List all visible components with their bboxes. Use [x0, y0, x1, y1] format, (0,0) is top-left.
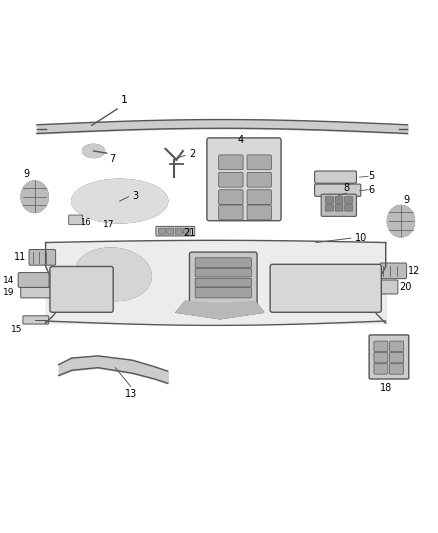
- Text: 1: 1: [120, 95, 127, 105]
- FancyBboxPatch shape: [219, 155, 243, 169]
- FancyBboxPatch shape: [159, 228, 166, 234]
- FancyBboxPatch shape: [325, 197, 333, 203]
- Ellipse shape: [388, 205, 414, 237]
- Text: 17: 17: [103, 220, 115, 229]
- Text: 21: 21: [183, 228, 195, 238]
- FancyBboxPatch shape: [321, 194, 357, 216]
- Text: 6: 6: [368, 185, 374, 195]
- FancyBboxPatch shape: [190, 252, 257, 313]
- Text: 2: 2: [190, 149, 196, 159]
- FancyBboxPatch shape: [335, 205, 343, 211]
- FancyBboxPatch shape: [335, 197, 343, 203]
- FancyBboxPatch shape: [247, 172, 272, 187]
- Text: 16: 16: [80, 218, 90, 227]
- FancyBboxPatch shape: [156, 227, 195, 236]
- FancyBboxPatch shape: [18, 272, 49, 287]
- FancyBboxPatch shape: [219, 190, 243, 205]
- FancyBboxPatch shape: [219, 172, 243, 187]
- FancyBboxPatch shape: [23, 316, 49, 324]
- FancyBboxPatch shape: [390, 364, 403, 374]
- Text: 19: 19: [3, 288, 14, 297]
- FancyBboxPatch shape: [247, 190, 272, 205]
- FancyBboxPatch shape: [369, 335, 409, 379]
- FancyBboxPatch shape: [390, 341, 403, 352]
- FancyBboxPatch shape: [345, 197, 353, 203]
- Text: 20: 20: [399, 282, 412, 292]
- Ellipse shape: [72, 179, 168, 223]
- FancyBboxPatch shape: [195, 268, 251, 277]
- FancyBboxPatch shape: [325, 205, 333, 211]
- Text: 18: 18: [380, 383, 392, 393]
- Text: 13: 13: [124, 390, 137, 399]
- Text: 10: 10: [355, 233, 367, 243]
- Text: 3: 3: [133, 191, 139, 201]
- FancyBboxPatch shape: [365, 280, 398, 294]
- FancyBboxPatch shape: [21, 287, 55, 298]
- FancyBboxPatch shape: [247, 155, 272, 169]
- Text: 9: 9: [403, 196, 409, 205]
- FancyBboxPatch shape: [374, 341, 388, 352]
- Text: 8: 8: [343, 183, 350, 193]
- FancyBboxPatch shape: [167, 228, 174, 234]
- Ellipse shape: [83, 144, 104, 157]
- FancyBboxPatch shape: [390, 352, 403, 363]
- FancyBboxPatch shape: [195, 258, 251, 268]
- Text: 5: 5: [368, 171, 374, 181]
- FancyBboxPatch shape: [195, 287, 251, 298]
- Text: 11: 11: [14, 252, 26, 262]
- FancyBboxPatch shape: [314, 184, 361, 196]
- FancyBboxPatch shape: [247, 205, 272, 220]
- Text: 15: 15: [11, 325, 23, 334]
- Text: 9: 9: [23, 169, 29, 179]
- Text: 12: 12: [407, 266, 420, 276]
- FancyBboxPatch shape: [345, 205, 353, 211]
- FancyBboxPatch shape: [50, 266, 113, 312]
- FancyBboxPatch shape: [69, 215, 83, 224]
- FancyBboxPatch shape: [29, 249, 56, 265]
- FancyBboxPatch shape: [207, 138, 281, 221]
- FancyBboxPatch shape: [195, 278, 251, 287]
- Ellipse shape: [21, 181, 48, 213]
- Text: 14: 14: [3, 276, 14, 285]
- FancyBboxPatch shape: [380, 263, 406, 279]
- FancyBboxPatch shape: [374, 352, 388, 363]
- Ellipse shape: [311, 265, 339, 289]
- FancyBboxPatch shape: [175, 228, 182, 234]
- FancyBboxPatch shape: [219, 205, 243, 220]
- FancyBboxPatch shape: [184, 228, 191, 234]
- Polygon shape: [177, 301, 264, 319]
- FancyBboxPatch shape: [314, 171, 357, 183]
- FancyBboxPatch shape: [270, 264, 381, 312]
- Text: 7: 7: [109, 154, 115, 164]
- Ellipse shape: [75, 248, 151, 301]
- Text: 4: 4: [237, 135, 244, 145]
- FancyBboxPatch shape: [374, 364, 388, 374]
